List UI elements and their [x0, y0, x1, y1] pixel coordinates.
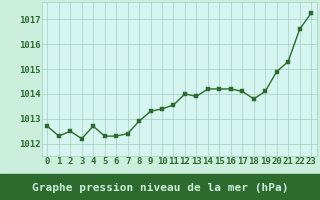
- Text: Graphe pression niveau de la mer (hPa): Graphe pression niveau de la mer (hPa): [32, 183, 288, 193]
